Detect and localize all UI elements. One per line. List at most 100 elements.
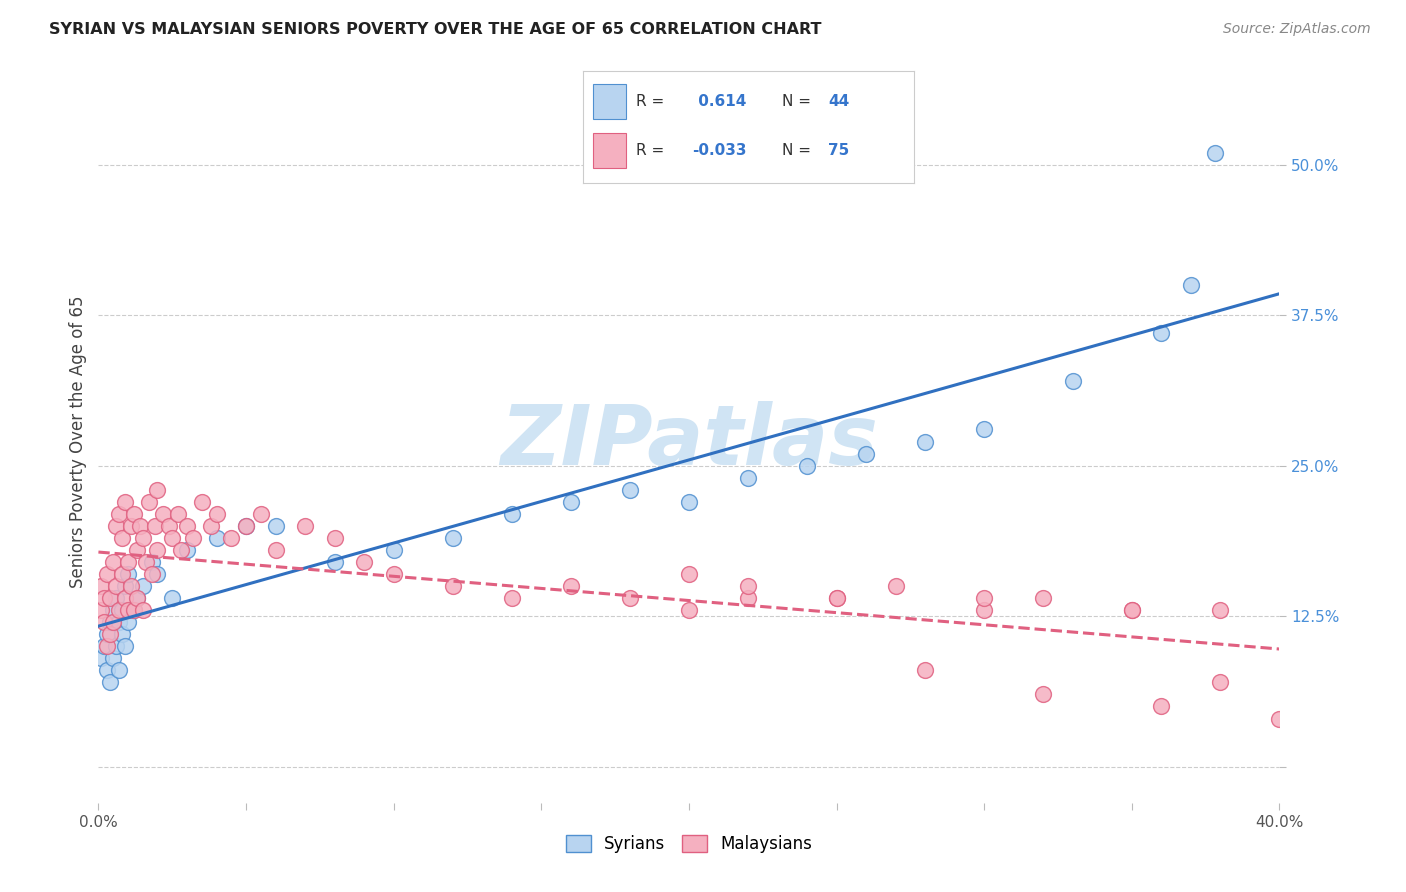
Point — [98, 591, 121, 605]
Point — [353, 555, 375, 569]
Point — [143, 518, 166, 533]
Point — [111, 627, 134, 641]
Point — [96, 567, 118, 582]
Point — [250, 507, 273, 521]
Text: N =: N = — [782, 94, 815, 109]
Point — [501, 507, 523, 521]
Point — [1150, 326, 1173, 340]
Point — [117, 603, 139, 617]
Point — [103, 603, 125, 617]
Point — [135, 555, 157, 569]
Point — [205, 507, 228, 521]
Point — [235, 518, 257, 533]
Point — [96, 639, 118, 653]
Y-axis label: Seniors Poverty Over the Age of 65: Seniors Poverty Over the Age of 65 — [69, 295, 87, 588]
Point — [132, 579, 155, 593]
Point — [90, 651, 112, 665]
Point — [1268, 712, 1291, 726]
Point — [176, 542, 198, 557]
Point — [146, 483, 169, 497]
Point — [382, 567, 405, 582]
Point — [973, 422, 995, 436]
Point — [157, 518, 180, 533]
Point — [914, 664, 936, 678]
Point — [103, 555, 125, 569]
Point — [128, 518, 150, 533]
Point — [146, 567, 169, 582]
Point — [125, 591, 148, 605]
Point — [1121, 603, 1143, 617]
Point — [98, 627, 121, 641]
Point — [176, 518, 198, 533]
Point — [93, 615, 115, 630]
Point — [205, 531, 228, 545]
Point — [914, 434, 936, 449]
Point — [235, 518, 257, 533]
Point — [973, 591, 995, 605]
Point — [560, 494, 582, 508]
Point — [122, 603, 145, 617]
Point — [114, 591, 136, 605]
Text: Source: ZipAtlas.com: Source: ZipAtlas.com — [1223, 22, 1371, 37]
Point — [221, 531, 243, 545]
Point — [120, 579, 142, 593]
Point — [441, 579, 464, 593]
Point — [90, 603, 112, 617]
Point — [382, 542, 405, 557]
Point — [105, 579, 128, 593]
Point — [105, 639, 128, 653]
Point — [96, 664, 118, 678]
Text: 75: 75 — [828, 143, 849, 158]
Point — [973, 603, 995, 617]
Point — [167, 507, 190, 521]
Point — [1032, 687, 1054, 701]
Point — [170, 542, 193, 557]
Point — [162, 591, 183, 605]
Point — [141, 567, 163, 582]
Point — [108, 664, 131, 678]
Point — [122, 507, 145, 521]
Point — [105, 518, 128, 533]
Point — [132, 531, 155, 545]
Point — [796, 458, 818, 473]
Point — [678, 603, 700, 617]
Text: SYRIAN VS MALAYSIAN SENIORS POVERTY OVER THE AGE OF 65 CORRELATION CHART: SYRIAN VS MALAYSIAN SENIORS POVERTY OVER… — [49, 22, 821, 37]
Point — [619, 591, 641, 605]
Point — [200, 518, 222, 533]
Point — [678, 494, 700, 508]
Text: 44: 44 — [828, 94, 849, 109]
Point — [105, 591, 128, 605]
Point — [294, 518, 316, 533]
Point — [737, 591, 759, 605]
Point — [125, 591, 148, 605]
Point — [90, 579, 112, 593]
Point — [264, 518, 287, 533]
Point — [96, 627, 118, 641]
Point — [560, 579, 582, 593]
Point — [1204, 145, 1226, 160]
Point — [117, 567, 139, 582]
Point — [619, 483, 641, 497]
Bar — [593, 133, 627, 169]
Point — [108, 615, 131, 630]
Point — [146, 542, 169, 557]
Point — [884, 579, 907, 593]
Point — [323, 531, 346, 545]
Point — [108, 507, 131, 521]
Point — [737, 471, 759, 485]
Point — [152, 507, 174, 521]
Point — [825, 591, 848, 605]
Text: R =: R = — [637, 94, 669, 109]
Point — [125, 542, 148, 557]
Point — [501, 591, 523, 605]
Point — [678, 567, 700, 582]
Text: 0.614: 0.614 — [693, 94, 747, 109]
Text: ZIPatlas: ZIPatlas — [501, 401, 877, 482]
Point — [162, 531, 183, 545]
Text: N =: N = — [782, 143, 815, 158]
Point — [111, 531, 134, 545]
Point — [120, 518, 142, 533]
Point — [441, 531, 464, 545]
Point — [111, 567, 134, 582]
Bar — [593, 84, 627, 120]
